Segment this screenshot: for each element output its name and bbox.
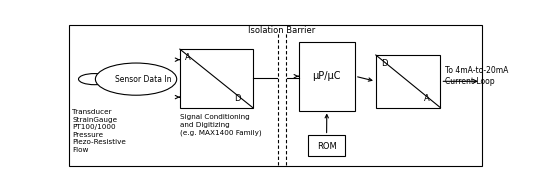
- Text: ROM: ROM: [317, 142, 336, 151]
- Bar: [299, 42, 355, 111]
- Text: Sensor Data In: Sensor Data In: [115, 75, 172, 84]
- Text: Transducer
StrainGauge
PT100/1000
Pressure
Piezo-Resistive
Flow: Transducer StrainGauge PT100/1000 Pressu…: [72, 109, 126, 153]
- Text: A: A: [424, 93, 430, 103]
- Ellipse shape: [95, 63, 176, 95]
- Text: A: A: [185, 53, 191, 62]
- Text: D: D: [234, 93, 240, 103]
- Text: D: D: [381, 59, 388, 68]
- Text: Signal Conditioning
and Digitizing
(e.g. MAX1400 Family): Signal Conditioning and Digitizing (e.g.…: [180, 114, 261, 136]
- Text: To 4mA-to-20mA
Current Loop: To 4mA-to-20mA Current Loop: [444, 66, 508, 86]
- Text: Isolation Barrier: Isolation Barrier: [249, 26, 316, 36]
- Circle shape: [79, 74, 110, 85]
- Bar: [180, 49, 253, 108]
- Text: μP/μC: μP/μC: [313, 71, 341, 81]
- Bar: [308, 135, 345, 156]
- Bar: [376, 55, 441, 108]
